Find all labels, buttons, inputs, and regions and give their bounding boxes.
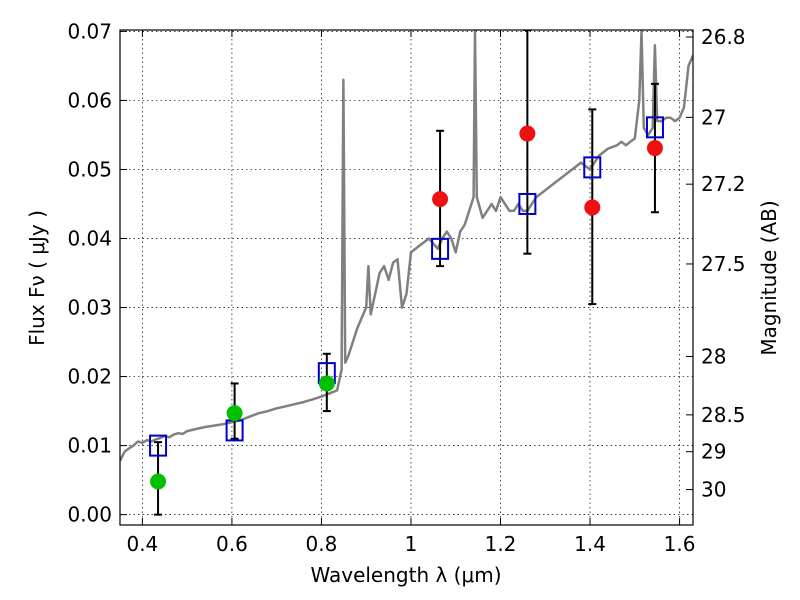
y-tick-label: 0.02 [67,365,112,389]
model-square [431,237,450,260]
right-tick-label: 27.2 [701,172,746,196]
y-tick-label: 0.01 [67,434,112,458]
x-tick-label: 0.8 [306,532,338,556]
y-tick-label: 0.05 [67,157,112,181]
right-tick-label: 30 [701,478,726,502]
x-tick-label: 1.4 [574,532,606,556]
right-tick-label: 26.8 [701,25,746,49]
x-tick-label: 1.6 [664,532,696,556]
x-tick-label: 1 [405,532,418,556]
right-tick-label: 27 [701,105,726,129]
right-tick-label: 28.5 [701,403,746,427]
x-tick-label: 0.6 [216,532,248,556]
nir-point [584,199,601,216]
tick-layer: 0.4 0.6 0.8 1 1.2 1.4 1.6 0.00 0.01 0.02 0.03 0.04 0… [67,19,745,556]
y-axis-label: Flux Fν ( μJy ) [25,210,49,346]
errorbar-layer [154,30,659,516]
point-layer [149,116,664,490]
model-square [518,192,537,215]
grid-lines [120,30,693,525]
model-square [583,156,602,179]
x-axis-label: Wavelength λ (μm) [310,563,501,587]
y-tick-label: 0.04 [67,226,112,250]
detected-point [226,405,243,422]
detected-point [318,375,335,392]
spectrum-line [120,30,693,462]
detected-point [150,473,167,490]
spectrum-layer [120,30,693,462]
model-square [149,434,168,457]
right-tick-label: 28 [701,344,726,368]
y-tick-label: 0.03 [67,296,112,320]
model-square [645,116,664,139]
right-tick-label: 29 [701,440,726,464]
x-tick-label: 1.2 [485,532,517,556]
nir-point [646,140,663,157]
y-tick-label: 0.00 [67,503,112,527]
y-tick-label: 0.06 [67,88,112,112]
y-tick-label: 0.07 [67,19,112,43]
plot-frame [119,29,694,526]
x-tick-label: 0.4 [126,532,158,556]
y-axis-right-label: Magnitude (AB) [757,200,781,355]
nir-point [432,191,449,208]
nir-point [519,125,536,142]
right-tick-label: 27.5 [701,252,746,276]
